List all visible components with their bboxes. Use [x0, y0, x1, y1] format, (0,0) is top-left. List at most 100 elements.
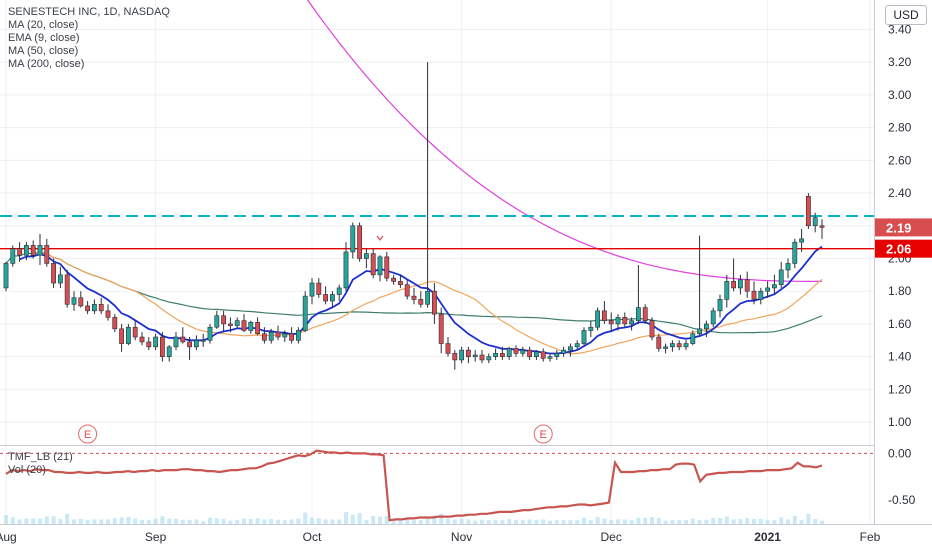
volume-bar — [10, 517, 15, 524]
candle-body — [363, 253, 369, 259]
volume-bar — [262, 519, 267, 524]
volume-bar — [752, 519, 756, 524]
candle-body — [690, 333, 696, 344]
time-axis[interactable]: Aug Sep Oct Nov Dec 2021 Feb — [0, 530, 881, 544]
candle — [132, 320, 138, 341]
volume-bar — [17, 519, 22, 524]
candle — [391, 274, 397, 285]
volume-bar — [656, 518, 661, 524]
indicator-axis[interactable]: 0.00 -0.50 — [888, 446, 916, 506]
candle — [601, 301, 607, 324]
candle — [282, 330, 288, 342]
volume-bar — [235, 519, 240, 524]
candle-body — [384, 256, 390, 279]
volume-bar — [303, 512, 308, 524]
time-tick-label: Nov — [451, 530, 472, 544]
candle — [78, 291, 84, 308]
candle — [717, 294, 723, 318]
candle — [792, 238, 798, 269]
currency-button[interactable]: USD — [885, 5, 927, 25]
volume-bar — [718, 518, 722, 524]
candle — [819, 219, 825, 239]
candle-body — [350, 225, 356, 253]
candle-body — [724, 281, 730, 300]
price-tick-label: 2.40 — [888, 186, 912, 200]
candle — [812, 212, 818, 233]
candle-body — [649, 320, 655, 338]
earnings-marker-label: E — [84, 429, 91, 441]
volume-bar — [187, 519, 192, 524]
candle-body — [520, 349, 526, 354]
candle-body — [316, 282, 322, 295]
volume-bar — [4, 515, 8, 524]
candle — [119, 323, 125, 352]
volume-bar — [820, 520, 824, 524]
candle — [527, 346, 533, 360]
candle — [323, 286, 329, 305]
earnings-marker-circle — [533, 424, 553, 444]
volume-bar — [330, 519, 335, 524]
volume-bar — [670, 520, 675, 524]
volume-bar — [459, 518, 464, 524]
volume-bar — [663, 520, 668, 524]
candle — [669, 340, 675, 352]
candle — [153, 333, 159, 351]
candle-body — [57, 274, 63, 284]
candle-body — [255, 321, 261, 335]
volume-bar — [350, 514, 355, 524]
volume-bar — [473, 520, 478, 524]
volume-bar — [38, 518, 42, 524]
candle — [731, 258, 737, 292]
volume-bar — [595, 517, 600, 524]
earnings-marker[interactable]: E — [78, 424, 98, 444]
time-tick-label: Feb — [860, 530, 881, 544]
candle — [377, 255, 383, 282]
candle — [765, 281, 771, 298]
candle — [343, 242, 349, 292]
candle-body — [540, 351, 546, 359]
candle — [690, 330, 696, 346]
candle — [302, 291, 308, 333]
volume-bar — [289, 519, 294, 524]
volume-bar — [418, 519, 423, 524]
volume-bar — [378, 516, 382, 524]
candle — [486, 353, 492, 364]
candle-body — [323, 294, 329, 302]
candle-body — [166, 346, 172, 357]
candle-body — [119, 328, 125, 344]
volume-bar — [745, 518, 750, 524]
volume-bar — [439, 513, 444, 524]
legend-ma20: MA (20, close) — [8, 19, 79, 31]
candle-body — [472, 354, 478, 357]
candle — [472, 350, 478, 362]
candle — [98, 297, 104, 315]
candle-body — [799, 238, 805, 243]
volume-bar — [480, 519, 484, 524]
earnings-marker[interactable]: E — [533, 424, 553, 444]
candle — [411, 287, 417, 305]
candle-body — [85, 305, 91, 312]
volume-bar — [622, 519, 627, 524]
candle — [261, 327, 267, 344]
candle — [588, 320, 594, 338]
candle-body — [37, 245, 43, 256]
candle-body — [193, 339, 199, 348]
candle — [44, 238, 50, 267]
candle — [370, 248, 376, 279]
candle — [710, 307, 716, 328]
candle-body — [588, 326, 594, 331]
candle-body — [71, 297, 77, 305]
candle-body — [561, 349, 567, 354]
candle-body — [595, 310, 601, 328]
volume-bar — [507, 519, 512, 524]
candle — [622, 312, 628, 328]
candle-body — [656, 336, 662, 349]
candle — [57, 266, 63, 288]
candle — [785, 258, 791, 279]
volume-bar — [786, 519, 790, 524]
candle — [561, 346, 567, 357]
volume-bar — [344, 512, 348, 524]
candle-body — [493, 353, 499, 357]
